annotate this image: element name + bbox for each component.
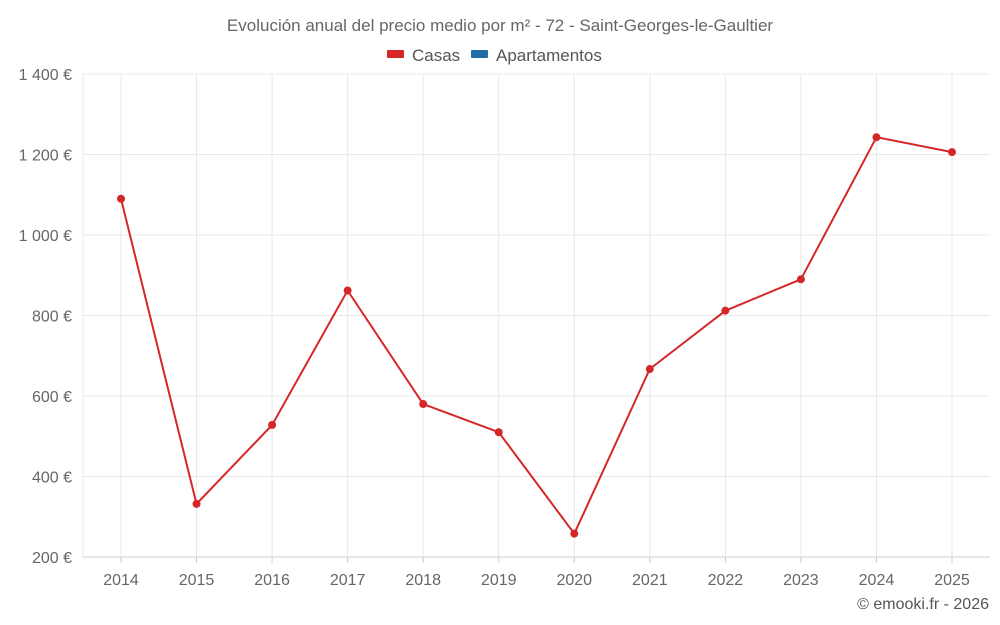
data-point-casas-2023[interactable] — [796, 275, 805, 284]
x-tick-label: 2014 — [103, 572, 139, 589]
y-tick-label: 800 € — [32, 309, 72, 326]
x-tick-label: 2016 — [254, 572, 290, 589]
data-point-casas-2014[interactable] — [117, 194, 125, 203]
series-line-casas — [120, 136, 953, 535]
chart-legend: Casas Apartamentos — [387, 46, 602, 65]
legend-swatch-apartamentos[interactable] — [471, 50, 488, 58]
data-point-casas-2019[interactable] — [494, 428, 503, 437]
x-tick-label: 2024 — [859, 572, 895, 589]
y-tick-label: 600 € — [32, 389, 72, 406]
x-tick-label: 2020 — [556, 572, 592, 589]
chart-title: Evolución anual del precio medio por m² … — [227, 16, 773, 35]
y-tick-label: 1 000 € — [19, 228, 72, 245]
legend-label-casas[interactable]: Casas — [412, 46, 460, 65]
y-tick-label: 400 € — [32, 470, 72, 487]
data-point-casas-2018[interactable] — [419, 400, 428, 409]
x-tick-label: 2018 — [405, 572, 441, 589]
y-tick-label: 1 400 € — [19, 67, 72, 84]
legend-swatch-casas[interactable] — [387, 50, 404, 58]
data-point-casas-2017[interactable] — [343, 286, 352, 295]
data-point-casas-2024[interactable] — [872, 133, 881, 142]
series-layer — [117, 133, 956, 538]
credit-text: © emooki.fr - 2026 — [857, 596, 989, 613]
data-point-casas-2016[interactable] — [268, 420, 277, 429]
x-tick-label: 2022 — [708, 572, 744, 589]
data-point-casas-2015[interactable] — [192, 499, 201, 508]
data-point-casas-2021[interactable] — [645, 365, 654, 374]
x-tick-label: 2019 — [481, 572, 517, 589]
x-tick-label: 2025 — [934, 572, 970, 589]
x-tick-label: 2015 — [179, 572, 215, 589]
y-tick-label: 200 € — [32, 550, 72, 567]
x-tick-label: 2017 — [330, 572, 366, 589]
y-tick-label: 1 200 € — [19, 148, 72, 165]
data-point-casas-2022[interactable] — [721, 306, 730, 315]
axis-layer: 200 € 400 € 600 € 800 € 1 000 € 1 200 € 1 400 … — [19, 67, 970, 589]
x-tick-label: 2023 — [783, 572, 819, 589]
grid-layer — [83, 73, 990, 558]
data-point-casas-2020[interactable] — [570, 529, 579, 538]
x-tick-label: 2021 — [632, 572, 668, 589]
legend-label-apartamentos[interactable]: Apartamentos — [496, 46, 602, 65]
data-point-casas-2025[interactable] — [948, 148, 956, 157]
